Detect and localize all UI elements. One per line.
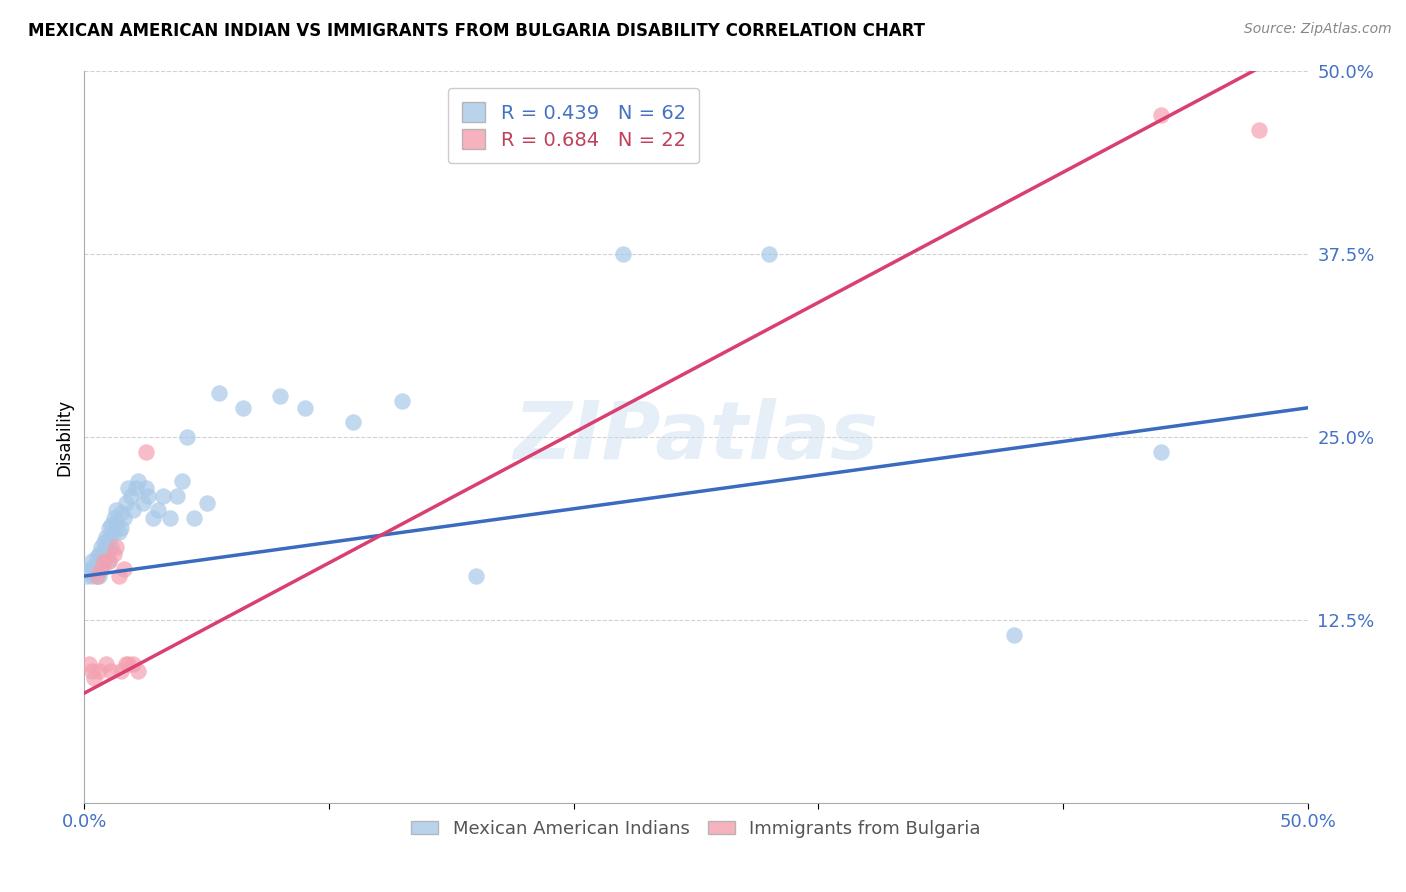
Point (127, 474, 149, 488)
Point (96, 530, 118, 544)
Point (77, 562, 100, 576)
Point (172, 474, 194, 488)
Point (93, 554, 115, 568)
Point (105, 515, 128, 529)
Point (87, 664, 110, 678)
Point (112, 510, 135, 524)
Point (152, 489, 174, 503)
Point (100, 540, 122, 554)
Point (83, 562, 105, 576)
Point (105, 503, 128, 517)
Point (1150, 108, 1173, 122)
Point (90, 549, 112, 564)
Point (391, 393, 413, 408)
Point (93, 544, 115, 558)
Text: MEXICAN AMERICAN INDIAN VS IMMIGRANTS FROM BULGARIA DISABILITY CORRELATION CHART: MEXICAN AMERICAN INDIAN VS IMMIGRANTS FR… (28, 22, 925, 40)
Point (115, 496, 138, 510)
Point (97, 554, 120, 568)
Point (294, 401, 316, 415)
Point (103, 525, 125, 540)
Point (269, 389, 291, 403)
Point (117, 481, 139, 495)
Point (93, 535, 115, 549)
Point (97, 533, 120, 547)
Point (142, 510, 165, 524)
Point (232, 401, 254, 415)
Point (97, 521, 120, 535)
Point (86, 549, 108, 564)
Point (195, 496, 218, 510)
Point (83, 565, 105, 579)
Point (110, 664, 132, 678)
Point (107, 569, 129, 583)
Point (96, 540, 118, 554)
Point (90, 562, 112, 576)
Point (110, 521, 132, 535)
Point (96, 657, 118, 671)
Point (87, 547, 110, 561)
Point (86, 569, 108, 583)
Legend: Mexican American Indians, Immigrants from Bulgaria: Mexican American Indians, Immigrants fro… (404, 813, 988, 845)
Y-axis label: Disability: Disability (55, 399, 73, 475)
Point (1002, 627, 1025, 641)
Point (127, 664, 149, 678)
Point (758, 247, 780, 261)
Point (97, 554, 120, 568)
Point (115, 657, 138, 671)
Point (76, 569, 98, 583)
Point (135, 481, 157, 495)
Point (464, 569, 486, 583)
Point (136, 489, 159, 503)
Point (86, 569, 108, 583)
Point (100, 664, 122, 678)
Point (90, 562, 112, 576)
Point (77, 565, 100, 579)
Point (83, 558, 105, 573)
Point (105, 540, 128, 554)
Point (135, 444, 157, 458)
Point (166, 489, 188, 503)
Point (342, 416, 364, 430)
Point (117, 657, 139, 671)
Point (112, 562, 135, 576)
Text: Source: ZipAtlas.com: Source: ZipAtlas.com (1244, 22, 1392, 37)
Point (159, 510, 181, 524)
Point (132, 496, 155, 510)
Point (87, 569, 110, 583)
Point (146, 503, 169, 517)
Point (80, 664, 103, 678)
Point (77, 657, 100, 671)
Point (86, 558, 108, 573)
Text: ZIPatlas: ZIPatlas (513, 398, 879, 476)
Point (183, 510, 205, 524)
Point (176, 430, 198, 444)
Point (103, 510, 125, 524)
Point (1150, 444, 1173, 458)
Point (120, 489, 142, 503)
Point (103, 547, 125, 561)
Point (80, 554, 103, 568)
Point (208, 386, 231, 401)
Point (100, 517, 122, 532)
Point (125, 481, 148, 495)
Point (122, 503, 145, 517)
Point (612, 247, 634, 261)
Point (80, 569, 103, 583)
Point (83, 672, 105, 686)
Point (90, 540, 112, 554)
Point (122, 657, 145, 671)
Point (1247, 123, 1270, 137)
Point (107, 525, 129, 540)
Point (110, 506, 132, 520)
